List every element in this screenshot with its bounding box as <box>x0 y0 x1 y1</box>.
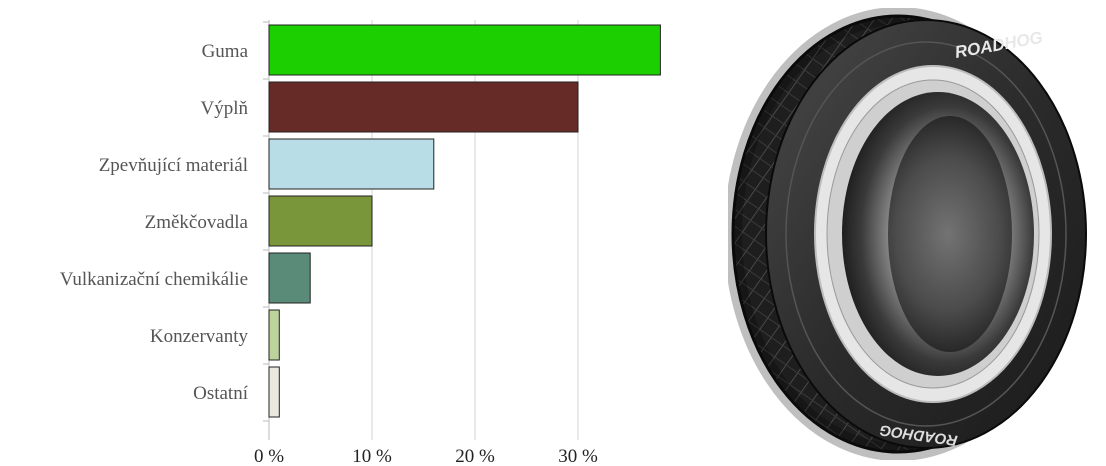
x-tick-label: 0 % <box>254 446 284 466</box>
category-labels: Guma Výplň Zpevňující materiál Změkčovadla V… <box>60 41 249 404</box>
bar <box>268 252 311 304</box>
category-label: Výplň <box>201 98 249 119</box>
category-label: Změkčovadla <box>145 212 249 233</box>
tire-illustration: ROADHOG ROADHOG <box>728 8 1087 460</box>
bar-chart: Guma Výplň Zpevňující materiál Změkčovadla V… <box>60 20 661 466</box>
bar <box>268 24 661 76</box>
x-tick-labels: 0 % 10 % 20 % 30 % <box>254 446 598 466</box>
bar <box>268 138 435 190</box>
bars <box>268 24 661 418</box>
category-label: Ostatní <box>193 383 249 404</box>
category-label: Zpevňující materiál <box>99 155 248 176</box>
bar <box>268 81 579 133</box>
bar <box>268 195 373 247</box>
category-label: Konzervanty <box>150 326 249 347</box>
x-tick-label: 10 % <box>352 446 392 466</box>
x-tick-label: 20 % <box>455 446 495 466</box>
x-tick-label: 30 % <box>558 446 598 466</box>
bar <box>268 309 280 361</box>
category-label: Guma <box>202 41 249 62</box>
category-label: Vulkanizační chemikálie <box>60 269 248 290</box>
bar <box>268 366 280 418</box>
